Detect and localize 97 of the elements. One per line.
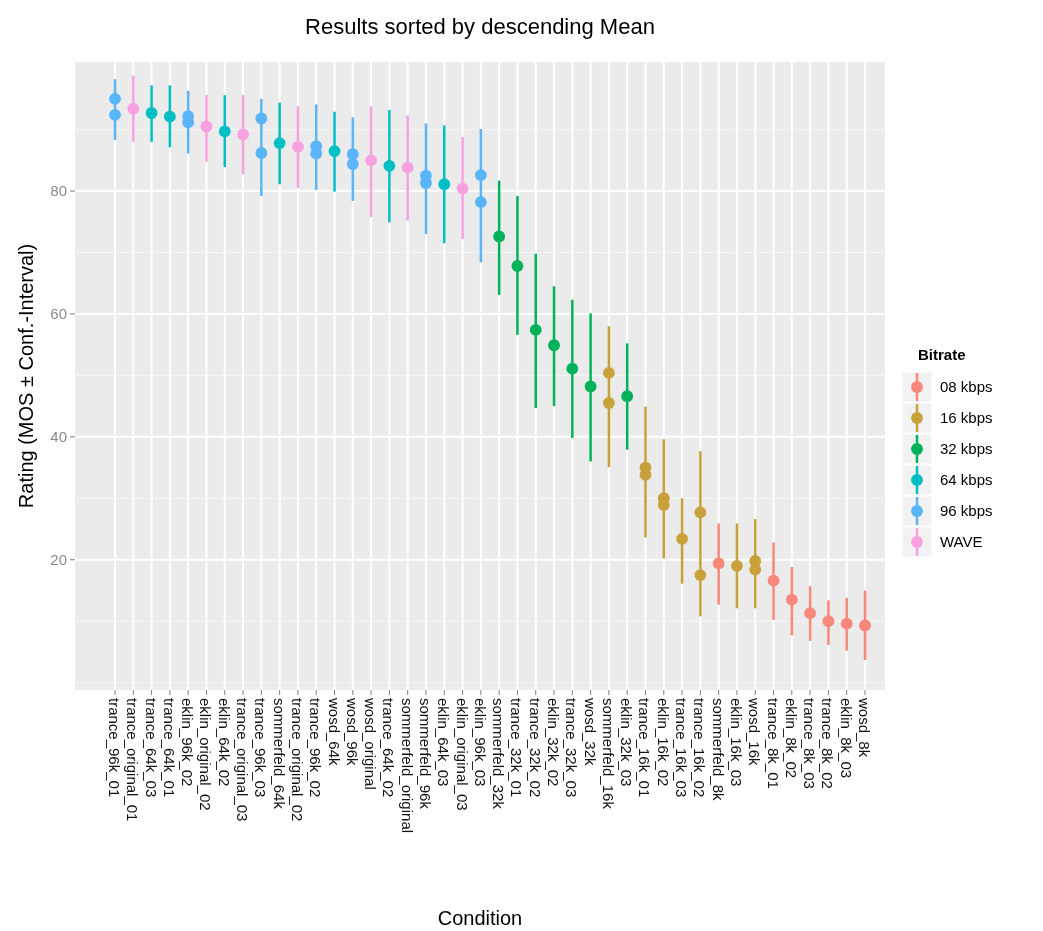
point [511, 260, 524, 272]
point [292, 140, 304, 153]
chart-title: Results sorted by descending Mean [305, 14, 655, 39]
x-tick-label: eklin_96k_03 [471, 698, 489, 787]
point [602, 367, 615, 379]
point [109, 92, 121, 105]
point [200, 120, 213, 133]
y-tick-label: 60 [50, 305, 67, 323]
point [621, 390, 634, 403]
x-tick-label: eklin_32k_02 [545, 698, 563, 787]
point [163, 110, 176, 123]
point [346, 158, 359, 170]
legend-label: 96 kbps [940, 502, 993, 520]
x-tick-label: sommerfeld_16k [599, 698, 617, 810]
x-tick-label: eklin_8k_03 [837, 698, 855, 779]
point [383, 159, 396, 172]
x-tick-label: trance_32k_02 [526, 698, 544, 798]
point [694, 569, 707, 581]
x-tick-label: eklin_64k_03 [435, 698, 453, 787]
point [255, 147, 268, 159]
y-axis-title: Rating (MOS ± Conf.-Interval) [15, 243, 37, 509]
x-tick-label: trance_32k_03 [563, 698, 581, 798]
legend-label: WAVE [940, 533, 983, 551]
x-tick-label: trance_16k_03 [673, 698, 691, 798]
x-tick-label: eklin_96k_02 [179, 698, 197, 787]
x-tick-label: trance_64k_02 [380, 698, 398, 798]
point [731, 559, 743, 572]
point [529, 324, 542, 336]
x-tick-label: trance_96k_02 [307, 698, 325, 798]
x-tick-label: trance_8k_02 [819, 698, 837, 789]
x-tick-label: trance_8k_03 [801, 698, 819, 789]
point [822, 615, 835, 628]
x-tick-label: trance_16k_01 [636, 698, 654, 798]
legend-title: Bitrate [918, 346, 966, 363]
point [566, 362, 579, 375]
legend-label: 08 kbps [940, 378, 993, 396]
y-tick-label: 40 [50, 428, 67, 446]
point [676, 532, 688, 545]
point [712, 557, 725, 570]
y-tick-label: 20 [50, 550, 67, 568]
point [456, 182, 469, 195]
legend-label: 64 kbps [940, 471, 993, 489]
x-tick-label: trance_original_02 [288, 698, 306, 822]
point [145, 107, 158, 119]
point [602, 397, 615, 409]
x-tick-label: trance_16k_02 [691, 698, 709, 798]
point [804, 607, 817, 620]
legend-label: 16 kbps [940, 409, 993, 427]
point [401, 161, 414, 174]
y-tick-label: 80 [50, 182, 67, 200]
x-tick-label: eklin_32k_03 [618, 698, 636, 787]
x-tick-label: trance_96k_03 [252, 698, 270, 798]
point [767, 574, 780, 587]
point [474, 196, 487, 209]
x-tick-label: trance_64k_01 [160, 698, 178, 798]
x-tick-label: eklin_8k_02 [782, 698, 800, 779]
point [273, 137, 286, 150]
x-tick-label: wosd_original [362, 697, 380, 790]
point [493, 230, 506, 243]
point [237, 128, 249, 141]
point [584, 380, 597, 393]
x-tick-label: eklin_16k_03 [727, 698, 745, 787]
x-tick-label: trance_32k_01 [508, 698, 526, 798]
x-tick-label: trance_96k_01 [106, 698, 123, 798]
x-tick-label: trance_64k_03 [142, 698, 160, 798]
point [694, 506, 707, 519]
point [328, 145, 341, 158]
point [438, 178, 451, 191]
point [548, 339, 560, 352]
x-tick-label: wosd_64k [325, 697, 343, 767]
x-tick-label: wosd_8k [856, 697, 873, 758]
x-tick-label: wosd_32k [581, 697, 599, 767]
x-tick-label: sommerfeld_64k [270, 698, 288, 810]
x-tick-label: eklin_original_03 [453, 698, 471, 811]
x-tick-label: eklin_64k_02 [215, 698, 233, 787]
x-tick-label: wosd_16k [746, 697, 764, 767]
point [785, 593, 798, 606]
x-tick-label: trance_original_03 [234, 698, 252, 822]
x-tick-label: sommerfeld_original [398, 698, 416, 834]
point [474, 169, 487, 181]
x-tick-label: trance_8k_01 [764, 698, 782, 789]
point [109, 108, 121, 121]
point [859, 619, 871, 632]
x-tick-label: sommerfeld_32k [490, 698, 508, 810]
x-axis-title: Condition [437, 907, 523, 929]
x-tick-label: wosd_96k [343, 697, 361, 767]
x-tick-label: trance_original_01 [124, 698, 142, 822]
point [127, 102, 140, 115]
x-tick-label: eklin_16k_02 [654, 698, 672, 787]
point [255, 112, 268, 125]
x-tick-label: eklin_original_02 [197, 698, 215, 811]
x-tick-label: sommerfeld_8k [709, 698, 727, 802]
point [218, 125, 231, 138]
point [365, 154, 378, 167]
point [840, 617, 853, 630]
legend-label: 32 kbps [940, 440, 993, 458]
x-tick-label: sommerfeld_96k [416, 698, 434, 810]
